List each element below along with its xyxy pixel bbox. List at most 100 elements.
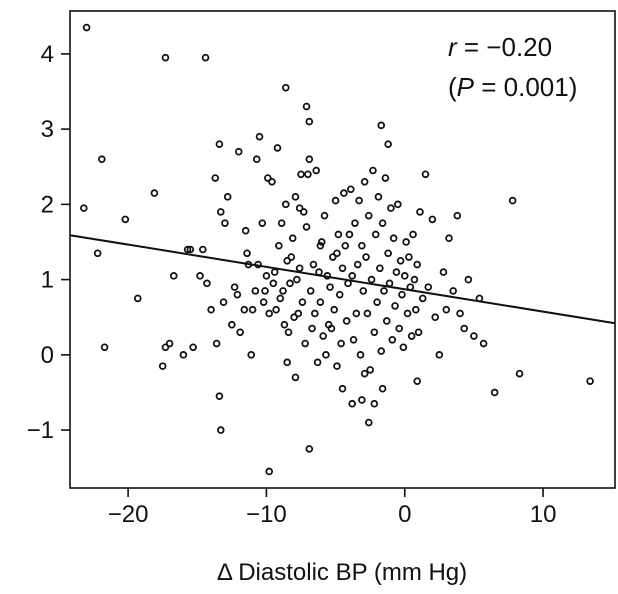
data-point — [279, 287, 287, 295]
data-point — [265, 467, 273, 476]
data-point — [389, 234, 398, 243]
data-point — [374, 193, 383, 201]
data-point — [211, 174, 220, 182]
y-tick-label: 0 — [41, 342, 54, 369]
data-point — [378, 384, 387, 393]
data-point — [395, 324, 404, 333]
x-tick-label: 10 — [530, 501, 557, 528]
data-point — [268, 177, 276, 186]
data-point — [283, 358, 291, 367]
data-point — [201, 53, 210, 62]
data-point — [377, 347, 386, 355]
data-point — [252, 155, 261, 164]
data-point — [207, 305, 215, 314]
data-point — [330, 305, 339, 314]
data-point — [416, 208, 424, 216]
data-point — [305, 117, 314, 126]
data-point — [281, 83, 290, 92]
data-point — [284, 328, 293, 337]
data-point — [316, 241, 325, 250]
data-point — [449, 287, 457, 295]
data-point — [508, 196, 517, 205]
data-point — [352, 309, 361, 318]
data-point — [258, 219, 267, 227]
data-point — [161, 53, 170, 62]
data-point — [362, 253, 370, 261]
data-point — [265, 309, 273, 318]
y-tick-label: 2 — [41, 191, 54, 218]
data-point — [286, 279, 294, 288]
data-point — [280, 320, 289, 329]
data-point — [399, 343, 408, 352]
data-point — [261, 287, 269, 295]
data-point — [439, 268, 448, 276]
data-point — [396, 256, 405, 265]
data-point — [341, 241, 350, 250]
data-point — [299, 208, 308, 216]
annotation-p: (P = 0.001) — [448, 72, 577, 102]
data-point — [198, 245, 207, 254]
data-point — [363, 309, 372, 318]
data-point — [281, 200, 290, 209]
data-point — [358, 396, 366, 404]
data-point — [348, 272, 356, 280]
data-point — [221, 219, 229, 227]
data-point — [431, 313, 439, 322]
data-point — [338, 264, 347, 273]
data-point — [203, 279, 211, 288]
data-point — [402, 238, 410, 246]
data-point — [248, 305, 257, 314]
data-point — [158, 362, 167, 370]
data-point — [219, 298, 228, 306]
data-point — [82, 23, 91, 32]
data-point — [322, 351, 330, 359]
data-point — [470, 332, 478, 340]
data-point — [259, 298, 268, 306]
data-point — [464, 275, 473, 284]
data-point — [287, 253, 296, 261]
data-point — [133, 294, 142, 303]
data-point — [215, 140, 224, 148]
data-point — [275, 241, 283, 250]
annotation-p-symbol: P — [457, 72, 475, 102]
data-point — [412, 305, 420, 314]
y-axis: −1 0 1 2 3 4 — [27, 41, 70, 444]
y-tick-label: 3 — [41, 116, 54, 143]
data-point — [342, 317, 351, 325]
data-point — [305, 445, 314, 453]
data-point — [309, 260, 318, 269]
data-point — [371, 230, 380, 239]
data-point — [345, 230, 354, 239]
data-point — [93, 249, 102, 258]
data-point — [234, 147, 243, 156]
data-point — [169, 272, 178, 280]
data-point — [121, 215, 130, 224]
data-point — [403, 309, 412, 318]
data-point — [400, 272, 409, 280]
data-point — [291, 373, 300, 382]
data-point — [186, 245, 195, 254]
data-point — [179, 351, 188, 359]
data-point — [376, 264, 384, 273]
plot-frame — [69, 10, 616, 489]
data-point — [413, 260, 421, 269]
data-point — [418, 294, 427, 303]
data-point — [100, 343, 109, 352]
data-point — [291, 193, 300, 201]
data-point — [382, 317, 391, 325]
data-point — [317, 238, 326, 246]
data-point — [331, 196, 340, 205]
data-point — [367, 275, 376, 284]
data-point — [165, 339, 174, 348]
data-point — [385, 279, 394, 288]
data-point — [302, 223, 311, 231]
data-point — [230, 283, 239, 291]
data-point — [223, 193, 232, 201]
data-point — [272, 305, 280, 314]
data-point — [304, 170, 312, 179]
data-point — [326, 283, 334, 291]
y-tick-label: 4 — [41, 41, 54, 68]
x-axis-title: Δ Diastolic BP (mm Hg) — [217, 559, 467, 586]
data-point — [305, 155, 314, 164]
